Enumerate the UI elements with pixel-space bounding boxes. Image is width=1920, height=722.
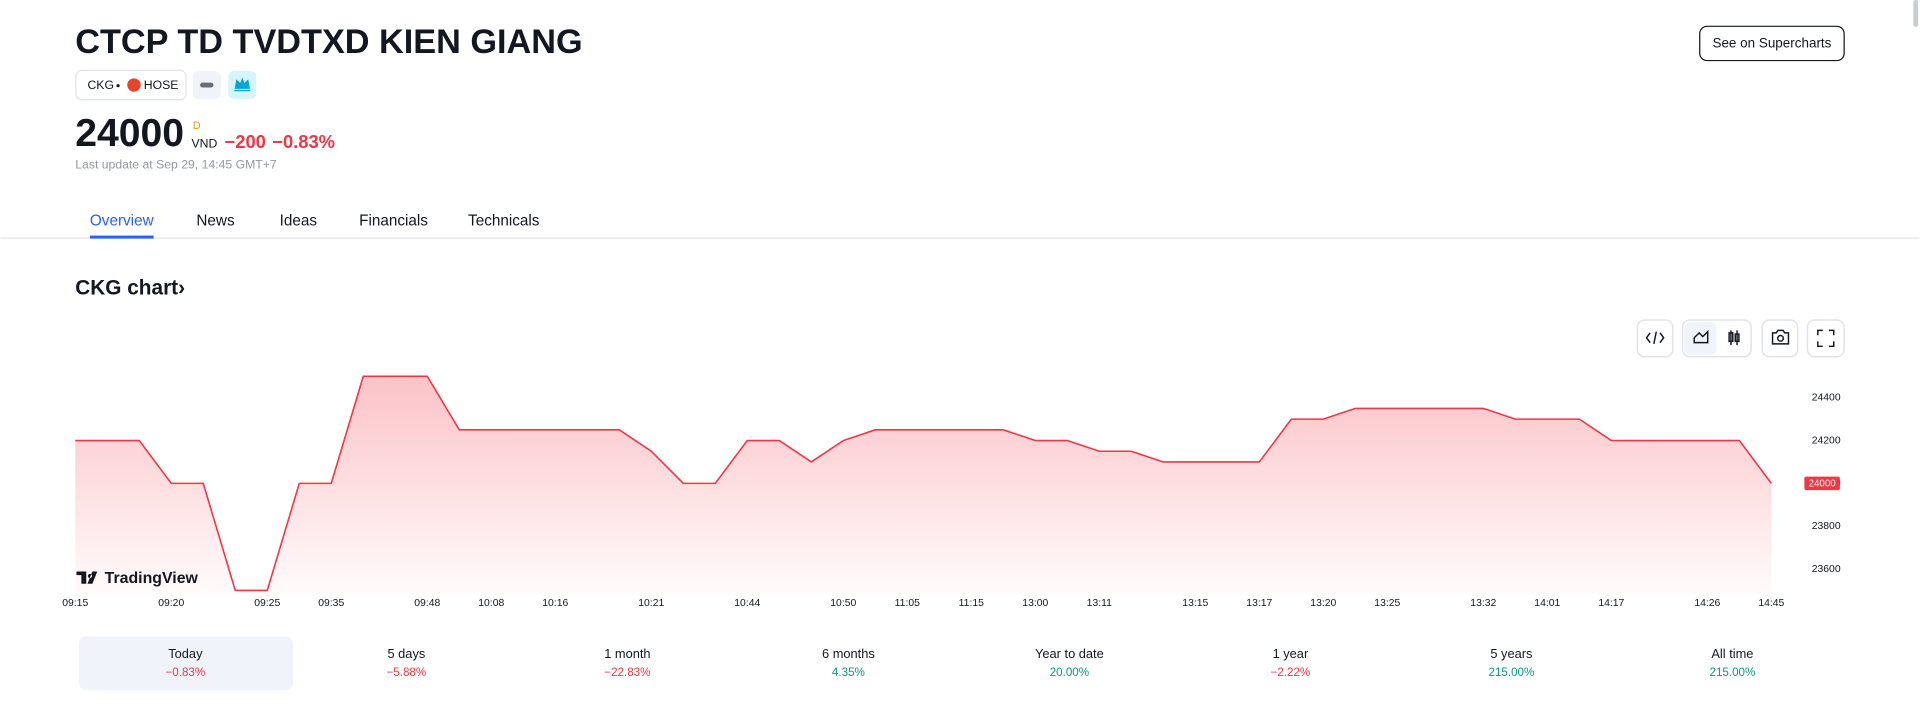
tab-bar: Overview News Ideas Financials Technicals [89, 213, 540, 239]
period-bar: Today −0.83% 5 days −5.88% 1 month −22.83% 6 m… [78, 636, 1755, 691]
period-change: −0.83% [166, 666, 206, 679]
x-tick-label: 10:44 [734, 598, 760, 609]
x-tick-label: 10:21 [638, 598, 664, 609]
period-change: −22.83% [604, 666, 650, 679]
camera-lens [1776, 334, 1785, 342]
y-tick-label: 24200 [1812, 435, 1841, 446]
period-label[interactable]: 5 days [387, 646, 425, 661]
logo-mark [76, 571, 98, 584]
tab[interactable]: Ideas [280, 213, 318, 230]
x-tick-label: 11:05 [895, 598, 920, 609]
period-label[interactable]: 5 years [1490, 646, 1532, 661]
area-type-button[interactable] [1684, 321, 1717, 355]
x-tick-label: 10:50 [830, 598, 856, 609]
logo-text: TradingView [105, 570, 199, 587]
x-tick-label: 10:08 [478, 598, 504, 609]
period-change: 215.00% [1709, 666, 1755, 679]
candle-type-button[interactable] [1728, 330, 1740, 346]
y-tick-label: 23600 [1812, 564, 1841, 575]
active-tab-underline [89, 235, 154, 239]
x-tick-label: 14:45 [1758, 598, 1784, 609]
x-tick-label: 14:26 [1694, 598, 1720, 609]
tab[interactable]: News [196, 213, 235, 230]
supercharts-button[interactable] [1699, 25, 1845, 62]
price: 24000 [75, 112, 184, 155]
currency: VND [191, 137, 217, 151]
type-icon [200, 82, 214, 88]
tab[interactable]: Overview [90, 213, 155, 230]
page-title: CTCP TD TVDTXD KIEN GIANG [75, 23, 582, 61]
last-price-badge [1804, 476, 1840, 491]
y-tick-label: 24400 [1812, 392, 1841, 403]
embed-button[interactable] [1636, 319, 1674, 358]
chart-toolbar [1636, 319, 1845, 358]
period-label[interactable]: Year to date [1035, 646, 1104, 661]
period-label[interactable]: 1 month [604, 646, 650, 661]
fullscreen-button[interactable] [1806, 319, 1845, 358]
y-tick-label: 23800 [1812, 521, 1841, 532]
x-tick-label: 09:25 [254, 598, 280, 609]
x-tick-label: 13:11 [1087, 598, 1112, 609]
period-change: 215.00% [1488, 666, 1534, 679]
period-selected[interactable] [78, 636, 294, 691]
period-label[interactable]: 6 months [822, 646, 875, 661]
fullscreen-icon [1817, 329, 1835, 348]
area-fill [75, 376, 1772, 595]
x-tick-label: 13:32 [1470, 598, 1496, 609]
period-change: 20.00% [1050, 666, 1089, 679]
symbol: CKG [87, 78, 113, 92]
price-line [75, 375, 1772, 592]
x-tick-label: 13:00 [1022, 598, 1048, 609]
tab[interactable]: Financials [359, 213, 428, 230]
x-tick-label: 13:15 [1182, 598, 1208, 609]
x-tick-label: 13:17 [1246, 598, 1272, 609]
x-tick-label: 13:25 [1374, 598, 1400, 609]
x-tick-label: 13:20 [1310, 598, 1336, 609]
area-icon [1693, 329, 1709, 344]
period-label[interactable]: All time [1711, 646, 1753, 661]
price-change-percent: −0.83% [272, 131, 335, 152]
section-title[interactable]: CKG chart› [75, 276, 185, 299]
x-tick-label: 10:16 [542, 598, 568, 609]
period-change: −5.88% [387, 666, 427, 679]
x-tick-label: 09:48 [414, 598, 440, 609]
chart-type-group [1681, 319, 1752, 358]
price-change: −200 [225, 131, 266, 152]
embed-icon [1645, 331, 1665, 345]
period-label[interactable]: Today [168, 646, 203, 661]
tab[interactable]: Technicals [468, 213, 540, 230]
dot [116, 84, 120, 88]
last-price-label: 24000 [1809, 479, 1837, 490]
x-tick-label: 14:01 [1534, 598, 1560, 609]
tradingview-logo: TradingView [76, 570, 199, 587]
flag-icon [127, 78, 141, 92]
x-tick-label: 14:17 [1598, 598, 1624, 609]
x-tick-label: 11:15 [959, 598, 984, 609]
x-tick-label: 09:20 [158, 598, 184, 609]
crown-icon [234, 77, 251, 92]
period-change: 4.35% [832, 666, 865, 679]
scrollbar[interactable] [1913, 0, 1919, 27]
price-chart: 23600 23800 24000 24200 24400 09:15 09:20 09:25… [62, 375, 1841, 609]
exchange: HOSE [144, 78, 179, 92]
supercharts-label: See on Supercharts [1712, 36, 1831, 51]
camera-icon [1771, 329, 1790, 345]
period-change: −2.22% [1271, 666, 1311, 679]
last-update: Last update at Sep 29, 14:45 GMT+7 [75, 157, 277, 171]
x-tick-label: 09:15 [62, 598, 88, 609]
snapshot-button[interactable] [1761, 319, 1799, 358]
price-flag: D [193, 120, 201, 132]
x-tick-label: 09:35 [318, 598, 344, 609]
period-label[interactable]: 1 year [1273, 646, 1309, 661]
